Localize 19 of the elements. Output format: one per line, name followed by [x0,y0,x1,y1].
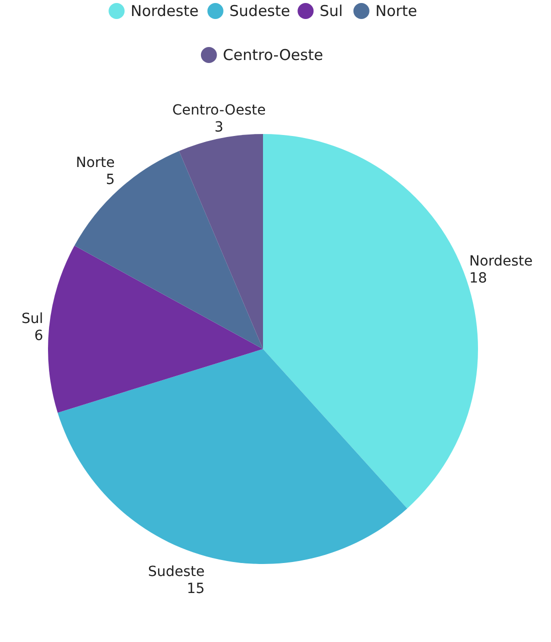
legend-label: Sudeste [229,2,290,20]
legend-label: Sul [320,2,343,20]
data-label: 18 [469,270,488,287]
pie-slice [179,134,263,349]
legend-label: Centro-Oeste [222,46,324,64]
legend-label: Nordeste [130,2,199,20]
legend-label: Norte [375,2,418,20]
data-label: 6 [34,328,44,344]
slice-label: Sudeste [148,564,205,580]
slice-label: Sul [21,310,44,327]
data-label: 15 [186,581,205,598]
data-label: 5 [106,172,115,188]
data-label: 3 [214,119,224,136]
pie-slice [48,246,263,413]
slice-label: Centro-Oeste [172,102,266,118]
pie-slice [58,349,408,564]
pie-slice [74,151,263,349]
slice-label: Norte [76,155,115,172]
slice-label: Nordeste [469,254,533,270]
